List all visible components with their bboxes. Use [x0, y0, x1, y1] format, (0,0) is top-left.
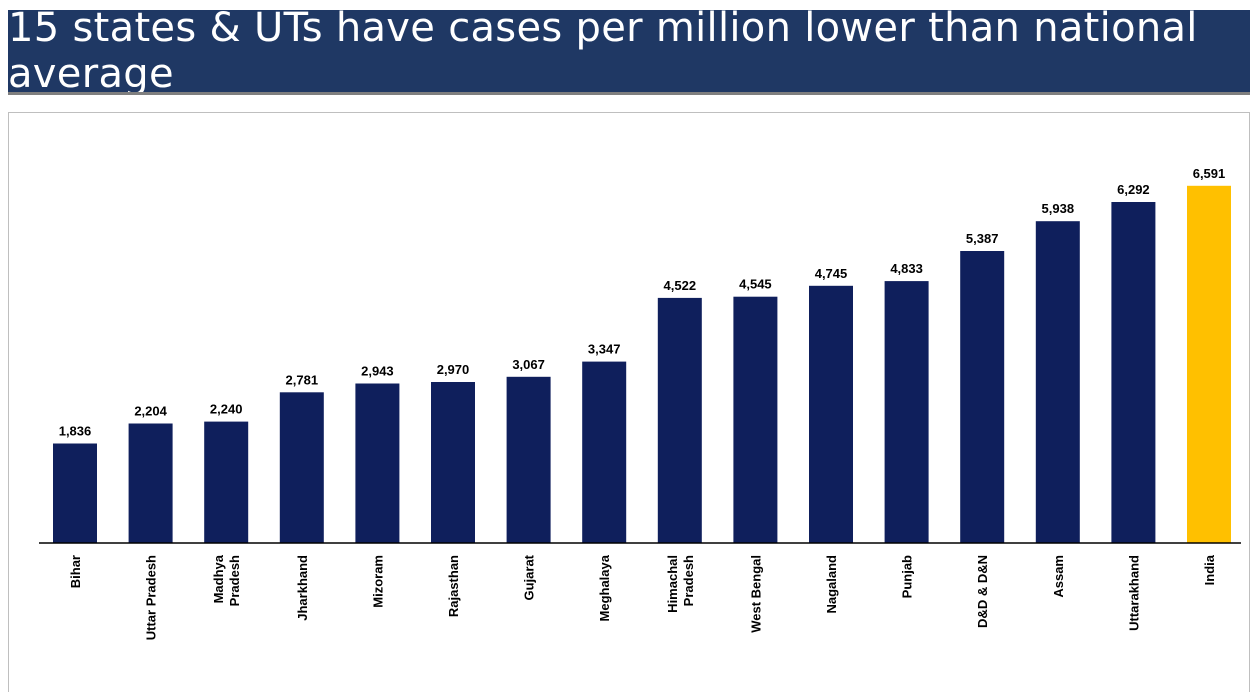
data-label-bihar: 1,836 [59, 424, 92, 439]
category-label-line: Uttar Pradesh [144, 555, 159, 640]
data-label-assam: 5,938 [1042, 201, 1075, 216]
category-label-mizoram: Mizoram [370, 555, 385, 608]
category-label-assam: Assam [1051, 555, 1066, 598]
category-label-line: Uttarakhand [1126, 555, 1141, 631]
data-label-india: 6,591 [1193, 166, 1226, 181]
bar-punjab [884, 281, 929, 543]
category-label-line: Jharkhand [295, 555, 310, 621]
category-label-line: Gujarat [522, 554, 537, 600]
data-label-nagaland: 4,745 [815, 266, 848, 281]
page-title: 15 states & UTs have cases per million l… [8, 5, 1198, 97]
category-label-line: Rajasthan [446, 555, 461, 617]
bar-gujarat [506, 376, 551, 543]
category-label-nagaland: Nagaland [824, 555, 839, 614]
bar-mizoram [355, 383, 400, 543]
title-banner: 15 states & UTs have cases per million l… [8, 5, 1250, 97]
bar-jharkhand [279, 392, 324, 543]
data-label-jharkhand: 2,781 [286, 372, 319, 387]
category-label-line: Meghalaya [597, 554, 612, 621]
category-label-himachal-pradesh: Himachal Pradesh [665, 555, 696, 613]
category-label-line: Pradesh [681, 555, 696, 606]
category-label-line: D&D & D&N [975, 555, 990, 628]
category-label-line: Assam [1051, 555, 1066, 598]
category-label-gujarat: Gujarat [522, 554, 537, 600]
bar-uttarakhand [1111, 202, 1156, 543]
category-label-line: Mizoram [370, 555, 385, 608]
bar-himachal-pradesh [657, 297, 702, 543]
data-label-gujarat: 3,067 [512, 357, 545, 372]
bar-assam [1035, 221, 1080, 543]
data-label-west-bengal: 4,545 [739, 277, 772, 292]
category-label-rajasthan: Rajasthan [446, 555, 461, 617]
bar-uttar-pradesh [128, 423, 173, 543]
category-label-line: Himachal [665, 555, 680, 613]
data-label-madhya-pradesh: 2,240 [210, 402, 243, 417]
data-label-himachal-pradesh: 4,522 [664, 278, 697, 293]
category-label-bihar: Bihar [68, 555, 83, 588]
bar-madhya-pradesh [204, 421, 249, 543]
category-label-india: India [1202, 554, 1217, 585]
category-label-jharkhand: Jharkhand [295, 555, 310, 621]
category-label-line: Bihar [68, 555, 83, 588]
bar-nagaland [809, 285, 853, 543]
bar-rajasthan [431, 382, 475, 543]
data-label-uttar-pradesh: 2,204 [134, 404, 167, 419]
chart-frame: 1,836 Bihar 2,204 Uttar Pradesh 2,240 Madhya P… [8, 112, 1250, 692]
data-label-meghalaya: 3,347 [588, 342, 621, 357]
category-label-punjab: Punjab [900, 555, 915, 598]
category-label-madhya-pradesh: Madhya Pradesh [211, 554, 242, 606]
category-label-line: Punjab [900, 555, 915, 598]
data-label-uttarakhand: 6,292 [1117, 182, 1150, 197]
category-label-line: Madhya [211, 554, 226, 603]
category-label-d-d-d-n: D&D & D&N [975, 555, 990, 628]
category-label-west-bengal: West Bengal [748, 555, 763, 633]
data-label-mizoram: 2,943 [361, 364, 394, 379]
bar-india [1187, 185, 1231, 544]
data-label-rajasthan: 2,970 [437, 362, 470, 377]
bar-bihar [53, 443, 97, 543]
title-divider [8, 92, 1250, 95]
category-label-line: Nagaland [824, 555, 839, 614]
data-label-d-d-d-n: 5,387 [966, 231, 999, 246]
category-label-uttar-pradesh: Uttar Pradesh [144, 555, 159, 640]
category-label-meghalaya: Meghalaya [597, 554, 612, 621]
bar-meghalaya [582, 361, 627, 543]
bar-d-d-d-n [960, 251, 1005, 543]
category-label-line: Pradesh [227, 555, 242, 606]
category-label-line: West Bengal [748, 555, 763, 633]
category-label-line: India [1202, 554, 1217, 585]
bar-west-bengal [733, 296, 778, 543]
category-label-uttarakhand: Uttarakhand [1126, 555, 1141, 631]
data-label-punjab: 4,833 [890, 261, 923, 276]
